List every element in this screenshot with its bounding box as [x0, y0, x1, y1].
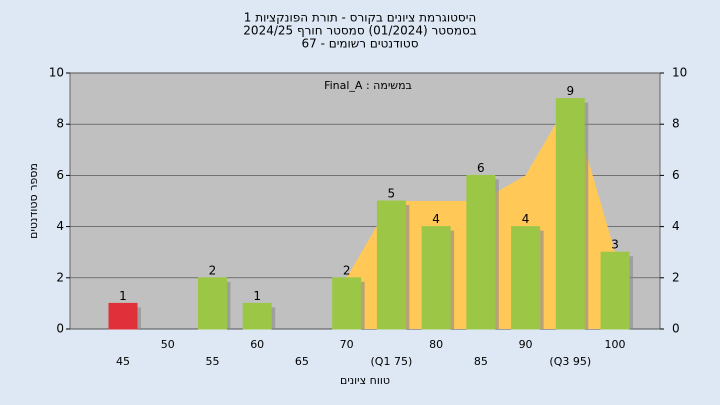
bar [600, 251, 630, 330]
annotation: במשימה : Final_A [324, 79, 412, 92]
x-tick-label: (Q3 95) [549, 355, 591, 368]
y2-tick-label: 8 [672, 117, 680, 131]
y-tick-label: 4 [56, 219, 64, 233]
bar [421, 226, 451, 330]
x-tick-label: 90 [519, 338, 533, 351]
value-label: 1 [253, 289, 261, 303]
y-axis-label: מספר סטודנטים [27, 163, 40, 239]
y-tick-label: 2 [56, 270, 64, 284]
bar [332, 277, 362, 330]
bar [242, 302, 272, 330]
value-label: 4 [432, 212, 440, 226]
chart-title: היסטוגרמת ציונים בקורס - תורת הפונקציות … [244, 11, 476, 25]
y-tick-label: 6 [56, 168, 64, 182]
x-tick-label: 60 [250, 338, 264, 351]
value-label: 5 [388, 187, 396, 201]
bar [555, 98, 585, 330]
bar [108, 302, 138, 330]
x-tick-label: 70 [340, 338, 354, 351]
y2-tick-label: 10 [672, 66, 687, 80]
x-tick-label: 85 [474, 355, 488, 368]
value-label: 3 [611, 238, 619, 252]
y2-tick-label: 0 [672, 322, 680, 336]
x-tick-label: 100 [605, 338, 626, 351]
value-label: 2 [343, 263, 351, 277]
x-tick-label: 45 [116, 355, 130, 368]
bar [466, 174, 496, 330]
value-label: 4 [522, 212, 530, 226]
x-tick-label: 65 [295, 355, 309, 368]
bar [376, 200, 406, 330]
y-tick-label: 10 [49, 66, 64, 80]
x-tick-label: (Q1 75) [371, 355, 413, 368]
bar [511, 226, 541, 330]
y2-tick-label: 6 [672, 168, 680, 182]
value-label: 6 [477, 161, 485, 175]
value-label: 1 [119, 289, 127, 303]
bar [197, 277, 227, 330]
x-axis-label: טווח ציונים [340, 374, 390, 387]
chart-subtitle: סטודנטים רשומים - 67 [301, 37, 418, 51]
x-tick-label: 50 [161, 338, 175, 351]
chart-subtitle: בסמסטר (01/2024) סמסטר חורף 2024/25 [243, 24, 476, 38]
y2-tick-label: 2 [672, 270, 680, 284]
value-label: 2 [209, 263, 217, 277]
value-label: 9 [566, 84, 574, 98]
x-tick-label: 80 [429, 338, 443, 351]
y-tick-label: 8 [56, 117, 64, 131]
y2-tick-label: 4 [672, 219, 680, 233]
y-tick-label: 0 [56, 322, 64, 336]
x-tick-label: 55 [205, 355, 219, 368]
